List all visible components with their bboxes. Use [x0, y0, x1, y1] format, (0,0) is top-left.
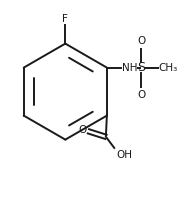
Text: O: O — [137, 36, 145, 46]
Text: NH: NH — [122, 63, 137, 73]
Text: O: O — [78, 125, 86, 135]
Text: O: O — [137, 89, 145, 100]
Text: F: F — [62, 14, 68, 24]
Text: S: S — [137, 61, 145, 74]
Text: OH: OH — [116, 150, 132, 160]
Text: CH₃: CH₃ — [159, 63, 178, 73]
